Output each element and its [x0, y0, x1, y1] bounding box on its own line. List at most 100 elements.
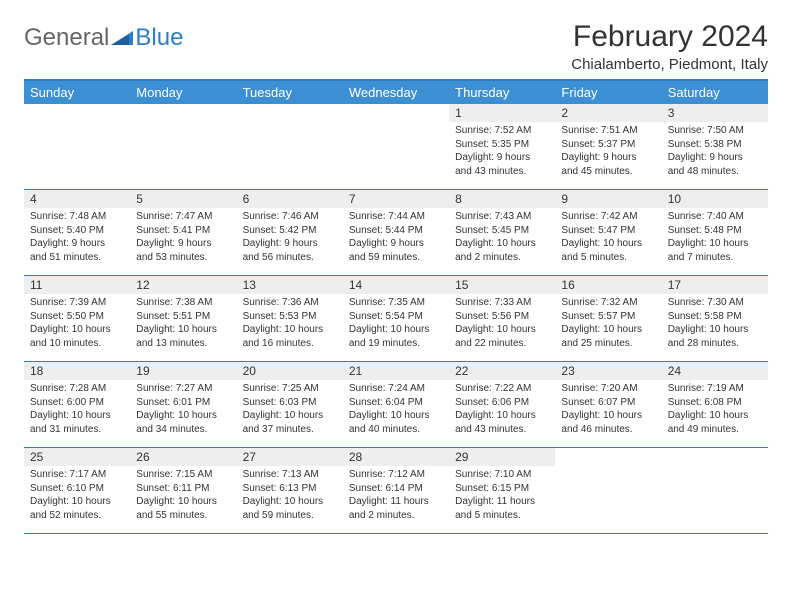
calendar-day-cell: 14Sunrise: 7:35 AMSunset: 5:54 PMDayligh…: [343, 276, 449, 362]
calendar-day-cell: 20Sunrise: 7:25 AMSunset: 6:03 PMDayligh…: [237, 362, 343, 448]
day-details: Sunrise: 7:27 AMSunset: 6:01 PMDaylight:…: [130, 380, 236, 438]
day-number: 29: [449, 448, 555, 466]
calendar-day-cell: 8Sunrise: 7:43 AMSunset: 5:45 PMDaylight…: [449, 190, 555, 276]
day-header: Friday: [555, 80, 661, 104]
day-details: Sunrise: 7:47 AMSunset: 5:41 PMDaylight:…: [130, 208, 236, 266]
day-details: Sunrise: 7:38 AMSunset: 5:51 PMDaylight:…: [130, 294, 236, 352]
day-details: Sunrise: 7:12 AMSunset: 6:14 PMDaylight:…: [343, 466, 449, 524]
day-details: Sunrise: 7:13 AMSunset: 6:13 PMDaylight:…: [237, 466, 343, 524]
calendar-day-cell: 16Sunrise: 7:32 AMSunset: 5:57 PMDayligh…: [555, 276, 661, 362]
calendar-week-row: 4Sunrise: 7:48 AMSunset: 5:40 PMDaylight…: [24, 190, 768, 276]
day-details: Sunrise: 7:51 AMSunset: 5:37 PMDaylight:…: [555, 122, 661, 180]
calendar-day-cell: 24Sunrise: 7:19 AMSunset: 6:08 PMDayligh…: [662, 362, 768, 448]
location: Chialamberto, Piedmont, Italy: [571, 56, 768, 73]
day-details: Sunrise: 7:30 AMSunset: 5:58 PMDaylight:…: [662, 294, 768, 352]
calendar-day-cell: 19Sunrise: 7:27 AMSunset: 6:01 PMDayligh…: [130, 362, 236, 448]
calendar-day-cell: 11Sunrise: 7:39 AMSunset: 5:50 PMDayligh…: [24, 276, 130, 362]
day-number: 8: [449, 190, 555, 208]
day-number: 28: [343, 448, 449, 466]
day-details: Sunrise: 7:22 AMSunset: 6:06 PMDaylight:…: [449, 380, 555, 438]
day-header: Tuesday: [237, 80, 343, 104]
calendar-day-cell: 2Sunrise: 7:51 AMSunset: 5:37 PMDaylight…: [555, 104, 661, 190]
calendar-day-cell: 6Sunrise: 7:46 AMSunset: 5:42 PMDaylight…: [237, 190, 343, 276]
calendar-day-cell: 27Sunrise: 7:13 AMSunset: 6:13 PMDayligh…: [237, 448, 343, 534]
day-number: 3: [662, 104, 768, 122]
day-number: 19: [130, 362, 236, 380]
logo: GeneralBlue: [24, 24, 183, 52]
day-details: Sunrise: 7:15 AMSunset: 6:11 PMDaylight:…: [130, 466, 236, 524]
day-number: 16: [555, 276, 661, 294]
calendar-day-cell: 10Sunrise: 7:40 AMSunset: 5:48 PMDayligh…: [662, 190, 768, 276]
day-details: Sunrise: 7:17 AMSunset: 6:10 PMDaylight:…: [24, 466, 130, 524]
day-details: Sunrise: 7:28 AMSunset: 6:00 PMDaylight:…: [24, 380, 130, 438]
day-header: Sunday: [24, 80, 130, 104]
day-number: 14: [343, 276, 449, 294]
day-details: Sunrise: 7:10 AMSunset: 6:15 PMDaylight:…: [449, 466, 555, 524]
day-details: Sunrise: 7:39 AMSunset: 5:50 PMDaylight:…: [24, 294, 130, 352]
day-details: Sunrise: 7:35 AMSunset: 5:54 PMDaylight:…: [343, 294, 449, 352]
calendar-day-cell: 22Sunrise: 7:22 AMSunset: 6:06 PMDayligh…: [449, 362, 555, 448]
day-header: Monday: [130, 80, 236, 104]
day-details: Sunrise: 7:44 AMSunset: 5:44 PMDaylight:…: [343, 208, 449, 266]
day-details: Sunrise: 7:33 AMSunset: 5:56 PMDaylight:…: [449, 294, 555, 352]
day-number: 26: [130, 448, 236, 466]
calendar-day-cell: 1Sunrise: 7:52 AMSunset: 5:35 PMDaylight…: [449, 104, 555, 190]
day-details: Sunrise: 7:32 AMSunset: 5:57 PMDaylight:…: [555, 294, 661, 352]
day-details: Sunrise: 7:36 AMSunset: 5:53 PMDaylight:…: [237, 294, 343, 352]
calendar-day-cell: 23Sunrise: 7:20 AMSunset: 6:07 PMDayligh…: [555, 362, 661, 448]
month-title: February 2024: [571, 20, 768, 54]
calendar-day-cell: 13Sunrise: 7:36 AMSunset: 5:53 PMDayligh…: [237, 276, 343, 362]
calendar-day-cell: 4Sunrise: 7:48 AMSunset: 5:40 PMDaylight…: [24, 190, 130, 276]
day-details: Sunrise: 7:20 AMSunset: 6:07 PMDaylight:…: [555, 380, 661, 438]
calendar-day-cell: 18Sunrise: 7:28 AMSunset: 6:00 PMDayligh…: [24, 362, 130, 448]
calendar-week-row: 25Sunrise: 7:17 AMSunset: 6:10 PMDayligh…: [24, 448, 768, 534]
day-number: 15: [449, 276, 555, 294]
day-number: 4: [24, 190, 130, 208]
day-details: Sunrise: 7:25 AMSunset: 6:03 PMDaylight:…: [237, 380, 343, 438]
calendar-day-cell: 9Sunrise: 7:42 AMSunset: 5:47 PMDaylight…: [555, 190, 661, 276]
day-number: 21: [343, 362, 449, 380]
calendar-header-row: SundayMondayTuesdayWednesdayThursdayFrid…: [24, 80, 768, 104]
calendar-day-cell: 12Sunrise: 7:38 AMSunset: 5:51 PMDayligh…: [130, 276, 236, 362]
day-details: Sunrise: 7:43 AMSunset: 5:45 PMDaylight:…: [449, 208, 555, 266]
calendar-week-row: 11Sunrise: 7:39 AMSunset: 5:50 PMDayligh…: [24, 276, 768, 362]
calendar-day-cell: [24, 104, 130, 190]
day-header: Wednesday: [343, 80, 449, 104]
calendar-day-cell: [343, 104, 449, 190]
calendar-week-row: 1Sunrise: 7:52 AMSunset: 5:35 PMDaylight…: [24, 104, 768, 190]
calendar-day-cell: 29Sunrise: 7:10 AMSunset: 6:15 PMDayligh…: [449, 448, 555, 534]
day-number: 1: [449, 104, 555, 122]
calendar-table: SundayMondayTuesdayWednesdayThursdayFrid…: [24, 79, 768, 534]
day-number: 22: [449, 362, 555, 380]
day-number: 20: [237, 362, 343, 380]
day-details: Sunrise: 7:50 AMSunset: 5:38 PMDaylight:…: [662, 122, 768, 180]
calendar-day-cell: 25Sunrise: 7:17 AMSunset: 6:10 PMDayligh…: [24, 448, 130, 534]
calendar-week-row: 18Sunrise: 7:28 AMSunset: 6:00 PMDayligh…: [24, 362, 768, 448]
day-details: Sunrise: 7:42 AMSunset: 5:47 PMDaylight:…: [555, 208, 661, 266]
day-details: Sunrise: 7:40 AMSunset: 5:48 PMDaylight:…: [662, 208, 768, 266]
day-header: Saturday: [662, 80, 768, 104]
day-number: 27: [237, 448, 343, 466]
day-details: Sunrise: 7:48 AMSunset: 5:40 PMDaylight:…: [24, 208, 130, 266]
day-number: 24: [662, 362, 768, 380]
calendar-day-cell: 3Sunrise: 7:50 AMSunset: 5:38 PMDaylight…: [662, 104, 768, 190]
calendar-day-cell: 15Sunrise: 7:33 AMSunset: 5:56 PMDayligh…: [449, 276, 555, 362]
day-number: 2: [555, 104, 661, 122]
calendar-day-cell: [130, 104, 236, 190]
calendar-day-cell: 17Sunrise: 7:30 AMSunset: 5:58 PMDayligh…: [662, 276, 768, 362]
day-details: Sunrise: 7:19 AMSunset: 6:08 PMDaylight:…: [662, 380, 768, 438]
calendar-day-cell: 7Sunrise: 7:44 AMSunset: 5:44 PMDaylight…: [343, 190, 449, 276]
day-details: Sunrise: 7:46 AMSunset: 5:42 PMDaylight:…: [237, 208, 343, 266]
day-number: 7: [343, 190, 449, 208]
day-number: 13: [237, 276, 343, 294]
calendar-day-cell: 21Sunrise: 7:24 AMSunset: 6:04 PMDayligh…: [343, 362, 449, 448]
day-number: 23: [555, 362, 661, 380]
day-number: 25: [24, 448, 130, 466]
day-number: 6: [237, 190, 343, 208]
calendar-day-cell: [237, 104, 343, 190]
day-number: 5: [130, 190, 236, 208]
day-details: Sunrise: 7:24 AMSunset: 6:04 PMDaylight:…: [343, 380, 449, 438]
page-header: GeneralBlue February 2024 Chialamberto, …: [24, 20, 768, 73]
day-number: 17: [662, 276, 768, 294]
calendar-day-cell: 5Sunrise: 7:47 AMSunset: 5:41 PMDaylight…: [130, 190, 236, 276]
